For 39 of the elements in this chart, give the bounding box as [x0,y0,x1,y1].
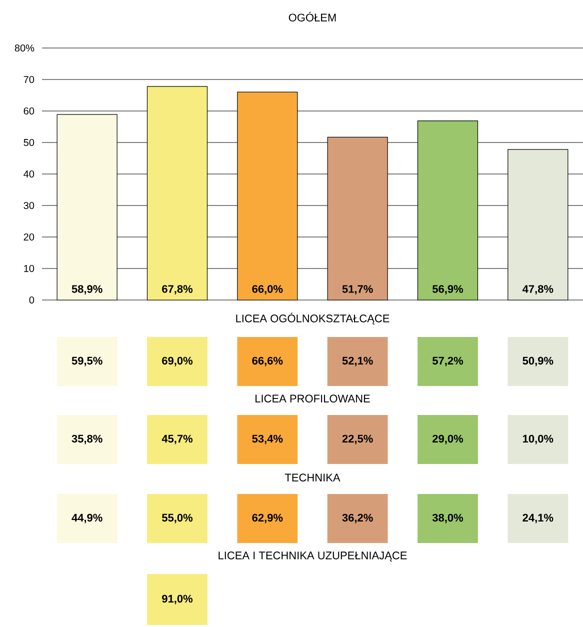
text: LICEA I TECHNIKA UZUPEŁNIAJĄCE [218,552,407,562]
data-label: 67,8% [162,285,193,294]
data-label: 69,0% [162,356,193,366]
data-label: 38,0% [432,514,464,524]
data-label: 91,0% [162,594,193,604]
data-label: 44,9% [72,514,102,524]
y-tick-label: 10 [24,264,34,272]
text: LICEA PROFILOWANE [256,394,370,402]
data-label: 45,7% [162,434,193,444]
y-tick-label: 60 [24,107,34,115]
data-label: 36,2% [342,514,373,524]
text: TECHNIKA [284,474,340,482]
data-label: 22,5% [342,434,373,444]
y-tick-label: 70 [24,76,34,84]
y-tick-label: 0 [29,296,34,304]
data-label: 53,4% [252,434,283,444]
y-tick-label: 80% [14,44,34,52]
data-label: 51,7% [342,285,373,294]
data-label: 24,1% [522,514,554,524]
text: LICEA OGÓLNOKSZTAŁCĄCE [236,312,390,324]
data-label: 62,9% [252,514,283,524]
data-label: 35,8% [72,434,102,444]
data-label: 55,0% [162,514,193,524]
data-label: 50,9% [522,356,554,366]
data-label: 47,8% [522,285,554,294]
data-label: 66,6% [252,356,283,366]
data-label: 57,2% [432,356,464,366]
data-label: 58,9% [72,285,102,294]
data-label: 56,9% [432,285,464,294]
y-tick-label: 20 [24,233,34,241]
data-label: 59,5% [72,356,102,366]
y-tick-label: 30 [24,202,34,210]
chart-title: OGÓŁEM [288,12,336,22]
y-tick-label: 50 [24,138,34,146]
data-label: 29,0% [432,434,464,444]
data-label: 10,0% [523,434,554,444]
data-label: 66,0% [252,285,283,294]
y-tick-label: 40 [24,170,34,178]
data-label: 52,1% [342,356,373,366]
